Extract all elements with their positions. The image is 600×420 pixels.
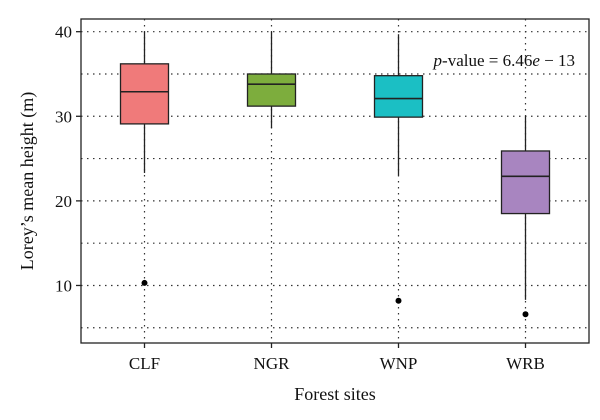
iqr-box xyxy=(373,75,424,118)
box-wrb xyxy=(500,116,551,318)
y-axis-title: Lorey’s mean height (m) xyxy=(17,92,38,270)
x-tick-label: NGR xyxy=(254,354,291,373)
y-axis-ticks: 10 20 30 40 xyxy=(55,23,81,295)
box-clf xyxy=(119,31,170,286)
iqr-box xyxy=(246,73,297,107)
p-value-annotation: p-value = 6.46e − 13 xyxy=(433,51,575,70)
x-axis-title: Forest sites xyxy=(294,384,376,404)
outlier-point xyxy=(522,311,529,318)
p-italic: p xyxy=(433,51,443,70)
box-series xyxy=(119,31,551,318)
x-axis-ticks: CLF NGR WNP WRB xyxy=(129,343,545,373)
x-tick-label: CLF xyxy=(129,354,160,373)
e-italic: e xyxy=(532,51,540,70)
box-wnp xyxy=(373,34,424,304)
x-tick-label: WNP xyxy=(380,354,418,373)
iqr-box xyxy=(119,63,170,125)
plot-frame xyxy=(80,18,590,344)
p-value-text: -value = 6.46 xyxy=(442,51,532,70)
iqr-box xyxy=(500,150,551,215)
outlier-point xyxy=(141,279,148,286)
box-ngr xyxy=(246,31,297,129)
y-tick-label: 30 xyxy=(55,107,72,126)
x-tick-label: WRB xyxy=(506,354,545,373)
exponent-text: − 13 xyxy=(540,51,575,70)
y-tick-label: 40 xyxy=(55,23,72,42)
y-tick-label: 10 xyxy=(55,276,72,295)
y-tick-label: 20 xyxy=(55,192,72,211)
outlier-point xyxy=(395,297,402,304)
